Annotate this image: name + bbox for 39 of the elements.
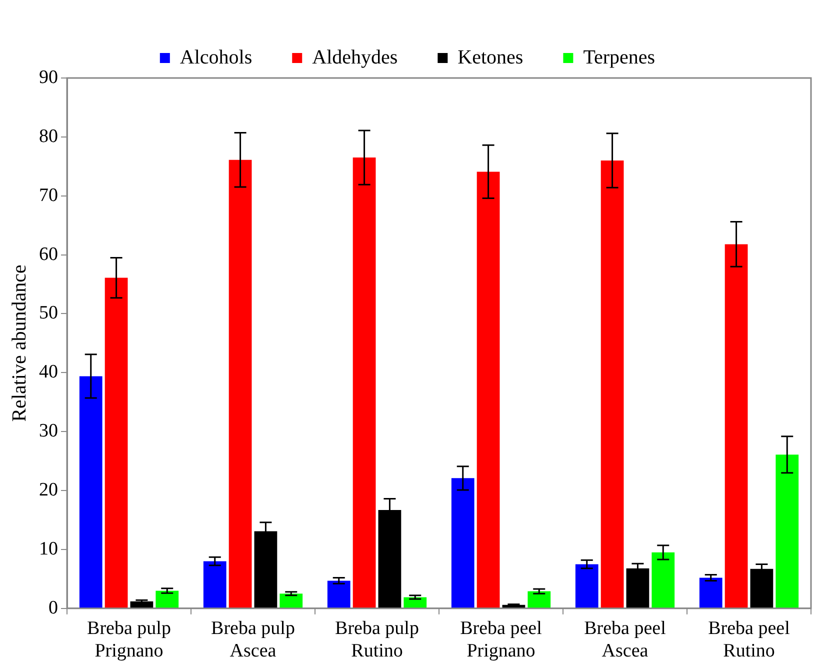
bar — [156, 590, 179, 608]
y-tick-label: 60 — [39, 244, 58, 265]
legend-label: Terpenes — [583, 46, 656, 68]
y-tick-label: 50 — [39, 302, 58, 324]
y-tick-label: 0 — [48, 597, 58, 618]
bar — [600, 160, 624, 608]
bar — [724, 244, 748, 608]
bar — [776, 454, 799, 608]
bar — [104, 278, 128, 608]
bar — [451, 478, 474, 608]
bar — [699, 578, 722, 608]
legend-label: Ketones — [458, 46, 524, 68]
legend-label: Aldehydes — [312, 46, 398, 68]
bar — [476, 172, 500, 608]
x-tick-label: Breba pulp Ascea — [211, 618, 295, 662]
bar — [79, 376, 102, 608]
bar — [228, 160, 252, 608]
x-tick-label: Breba peel Prignano — [460, 618, 542, 662]
y-tick-label: 30 — [39, 420, 58, 442]
x-tick-label: Breba pulp Rutino — [335, 618, 419, 662]
y-tick-label: 40 — [39, 362, 58, 383]
legend-label: Alcohols — [180, 46, 252, 68]
x-tick-label: Breba pulp Prignano — [87, 618, 171, 662]
y-tick-label: 80 — [39, 126, 58, 147]
y-tick-label: 90 — [39, 66, 58, 88]
bar — [652, 552, 675, 608]
y-tick-label: 70 — [39, 184, 58, 206]
bar — [528, 591, 551, 608]
y-tick-label: 20 — [39, 480, 58, 501]
bar — [280, 594, 303, 608]
x-tick-label: Breba peel Rutino — [708, 618, 790, 662]
bar — [203, 561, 226, 608]
bar — [352, 158, 376, 608]
y-tick-label: 10 — [39, 538, 58, 560]
bar — [404, 597, 427, 608]
bar — [575, 564, 598, 608]
y-axis-title: Relative abundance — [8, 264, 30, 422]
bar — [327, 580, 350, 608]
x-tick-label: Breba peel Ascea — [584, 618, 666, 662]
